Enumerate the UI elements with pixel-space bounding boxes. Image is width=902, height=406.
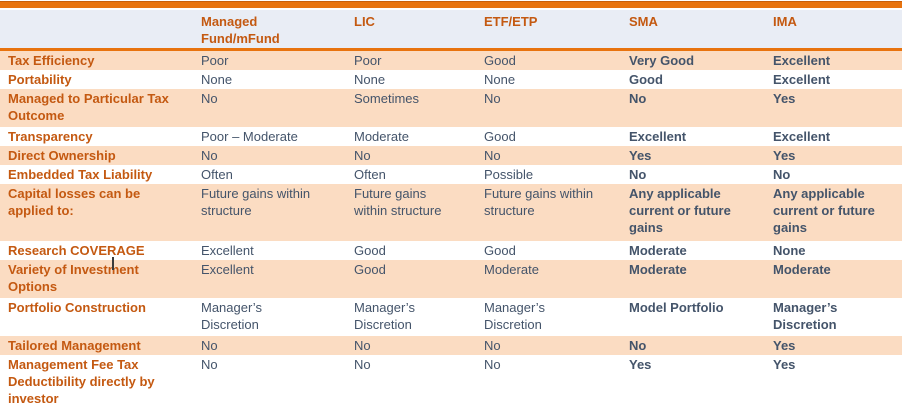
table-cell: None xyxy=(773,243,806,258)
table-cell: No xyxy=(197,336,350,355)
table-cell: Possible xyxy=(484,167,534,182)
row-portfolio-construction: Portfolio Construction Manager’s Discret… xyxy=(0,298,902,336)
table-cell: Yes xyxy=(769,146,902,165)
table-cell: Good xyxy=(354,243,386,258)
row-direct-ownership: Direct Ownership No No No Yes Yes xyxy=(0,146,902,165)
table-cell: Moderate xyxy=(625,260,769,298)
table-cell: Yes xyxy=(629,357,652,372)
text-cursor xyxy=(112,257,114,270)
table-cell: None xyxy=(484,72,516,87)
table-cell: Yes xyxy=(625,146,769,165)
table-cell: Manager’s Discretion xyxy=(484,300,545,332)
table-cell: None xyxy=(354,72,386,87)
row-variety-of-investment-options: Variety of Investment Options Excellent … xyxy=(0,260,902,298)
row-label: Managed to Particular Tax Outcome xyxy=(0,89,197,127)
table-cell: No xyxy=(625,336,769,355)
row-transparency: Transparency Poor – Moderate Moderate Go… xyxy=(0,127,902,146)
table-cell: No xyxy=(625,89,769,127)
table-cell: Poor xyxy=(197,49,350,70)
table-cell: Manager’s Discretion xyxy=(773,300,838,332)
table-cell: Moderate xyxy=(769,260,902,298)
table-cell: No xyxy=(480,89,625,127)
table-cell: Often xyxy=(354,167,386,182)
table-cell: Manager’s Discretion xyxy=(354,300,415,332)
table-cell: Very Good xyxy=(625,49,769,70)
row-label: Tailored Management xyxy=(0,336,197,355)
table-cell: Yes xyxy=(769,336,902,355)
column-header-sma: SMA xyxy=(625,10,769,51)
table-cell: Yes xyxy=(773,357,796,372)
table-cell: No xyxy=(484,357,501,372)
row-label: Portability xyxy=(8,72,72,87)
table-cell: No xyxy=(773,167,791,182)
table-cell: Yes xyxy=(769,89,902,127)
row-capital-losses-applied-to: Capital losses can be applied to: Future… xyxy=(0,184,902,241)
table-cell: No xyxy=(354,357,371,372)
product-comparison-table: Managed Fund/mFund LIC ETF/ETP SMA IMA T… xyxy=(0,10,902,406)
table-cell: No xyxy=(197,146,350,165)
table-cell: Moderate xyxy=(629,243,687,258)
table-cell: Moderate xyxy=(480,260,625,298)
header-row: Managed Fund/mFund LIC ETF/ETP SMA IMA xyxy=(0,10,902,51)
table-cell: No xyxy=(480,146,625,165)
column-header-ima: IMA xyxy=(769,10,902,51)
table-cell: No xyxy=(350,146,480,165)
table-cell: Sometimes xyxy=(350,89,480,127)
table-cell: Moderate xyxy=(354,129,409,144)
column-header-etf-etp: ETF/ETP xyxy=(480,10,625,51)
row-research-coverage: Research COVERAGE Excellent Good Good Mo… xyxy=(0,241,902,260)
table-cell: Good xyxy=(484,129,516,144)
row-managed-to-particular-tax-outcome: Managed to Particular Tax Outcome No Som… xyxy=(0,89,902,127)
column-header-lic: LIC xyxy=(350,10,480,51)
table-cell: Model Portfolio xyxy=(629,300,724,315)
table-cell: Excellent xyxy=(629,129,687,144)
table-cell: None xyxy=(201,72,233,87)
table-cell: Any applicable current or future gains xyxy=(769,184,902,241)
table-cell: Future gains within structure xyxy=(350,184,480,241)
column-header-managed-fund-mfund: Managed Fund/mFund xyxy=(197,10,350,51)
table-cell: Excellent xyxy=(197,260,350,298)
table-cell: Good xyxy=(484,243,516,258)
row-label: Variety of Investment Options xyxy=(0,260,197,298)
table-cell: No xyxy=(480,336,625,355)
table-cell: Manager’s Discretion xyxy=(201,300,262,332)
row-label: Tax Efficiency xyxy=(0,49,197,70)
table-cell: Good xyxy=(480,49,625,70)
table-cell: No xyxy=(350,336,480,355)
row-label: Transparency xyxy=(8,129,93,144)
table-cell: Excellent xyxy=(773,72,831,87)
column-header-blank xyxy=(0,10,197,51)
table-cell: No xyxy=(201,357,218,372)
table-cell: Poor – Moderate xyxy=(201,129,298,144)
row-label: Portfolio Construction xyxy=(8,300,146,315)
table-top-border xyxy=(0,1,902,8)
table-cell: Excellent xyxy=(769,49,902,70)
table-cell: Excellent xyxy=(773,129,831,144)
row-tax-efficiency: Tax Efficiency Poor Poor Good Very Good … xyxy=(0,49,902,70)
table-cell: Future gains within structure xyxy=(480,184,625,241)
row-tailored-management: Tailored Management No No No No Yes xyxy=(0,336,902,355)
table-cell: Future gains within structure xyxy=(197,184,350,241)
row-label: Direct Ownership xyxy=(0,146,197,165)
table-cell: No xyxy=(629,167,647,182)
row-management-fee-tax-deductibility: Management Fee Tax Deductibility directl… xyxy=(0,355,902,406)
row-label: Management Fee Tax Deductibility directl… xyxy=(8,357,155,406)
row-label: Embedded Tax Liability xyxy=(8,167,153,182)
table-cell: No xyxy=(197,89,350,127)
table-cell: Poor xyxy=(350,49,480,70)
table-cell: Any applicable current or future gains xyxy=(625,184,769,241)
table-cell: Often xyxy=(201,167,233,182)
table-cell: Good xyxy=(629,72,663,87)
row-label: Research COVERAGE xyxy=(8,243,145,258)
row-embedded-tax-liability: Embedded Tax Liability Often Often Possi… xyxy=(0,165,902,184)
row-label: Capital losses can be applied to: xyxy=(0,184,197,241)
row-portability: Portability None None None Good Excellen… xyxy=(0,70,902,89)
table-cell: Excellent xyxy=(201,243,254,258)
table-cell: Good xyxy=(350,260,480,298)
